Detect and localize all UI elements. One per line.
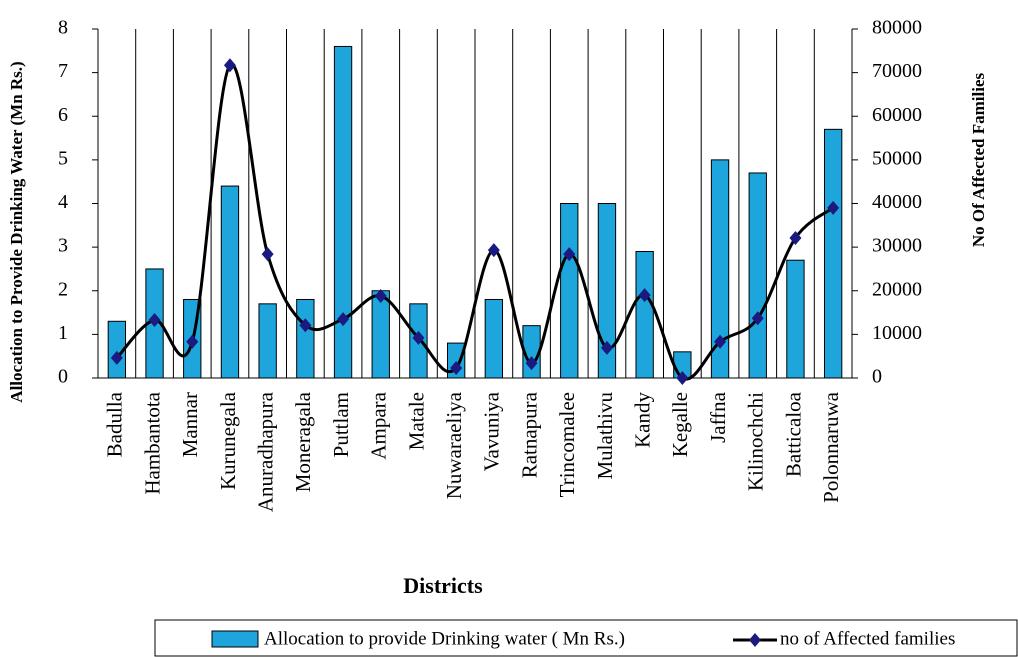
x-tick-label: Anuradhapura — [253, 391, 277, 512]
y-tick-label: 3 — [58, 235, 68, 257]
bar — [635, 250, 654, 379]
y-tick-label: 2 — [58, 278, 68, 300]
marker — [299, 318, 312, 333]
y2-tick-label: 30000 — [872, 235, 922, 257]
legend-label: no of Affected families — [780, 628, 955, 649]
marker — [827, 200, 840, 215]
marker — [374, 288, 387, 303]
x-axis-title: Districts — [403, 573, 483, 598]
bar — [371, 290, 390, 379]
x-tick-label: Ratnapura — [517, 391, 541, 478]
x-tick-label: Matale — [404, 392, 428, 450]
bar — [786, 259, 805, 379]
x-tick-label: Polonnaruwa — [819, 391, 843, 502]
x-tick-label: Kandy — [630, 392, 654, 448]
bar — [296, 298, 315, 379]
y2-tick-label: 60000 — [872, 104, 922, 126]
legend-swatch — [211, 630, 259, 648]
y-tick-label: 4 — [58, 191, 68, 213]
marker — [110, 350, 123, 365]
marker — [751, 311, 764, 326]
bar — [748, 172, 767, 379]
y-axis-title: Allocation to Provide Drinking Water (Mn… — [7, 61, 26, 402]
legend-marker — [749, 633, 761, 647]
x-tick-label: Mulathivu — [593, 392, 617, 480]
x-tick-label: Vavuniya — [480, 391, 504, 471]
marker — [261, 247, 274, 262]
marker — [148, 312, 161, 327]
x-tick-label: Mannar — [178, 392, 202, 457]
bar — [560, 203, 579, 379]
x-tick-label: Kilinochchi — [744, 392, 768, 491]
marker — [714, 334, 727, 349]
marker — [186, 334, 199, 349]
y2-tick-label: 50000 — [872, 147, 922, 169]
marker — [638, 288, 651, 303]
marker — [223, 58, 236, 73]
x-tick-label: Moneragala — [291, 391, 315, 492]
bar — [220, 185, 240, 379]
bar — [333, 45, 353, 379]
bar — [258, 303, 277, 379]
legend-box — [154, 619, 1018, 657]
y-tick-label: 7 — [58, 60, 68, 82]
bar — [484, 298, 504, 379]
x-tick-label: Jaffna — [706, 391, 730, 443]
x-tick-label: Nuwaraeliya — [442, 391, 466, 499]
x-tick-label: Trincomalee — [555, 392, 579, 497]
x-tick-label: Ampara — [367, 391, 391, 459]
marker — [412, 330, 425, 345]
marker — [600, 340, 613, 355]
y2-tick-label: 10000 — [872, 322, 922, 344]
x-tick-label: Puttlam — [329, 392, 353, 457]
y-tick-label: 6 — [58, 104, 68, 126]
y-tick-label: 8 — [58, 17, 68, 39]
y2-tick-label: 20000 — [872, 278, 922, 300]
marker — [450, 360, 463, 375]
line — [115, 62, 835, 381]
y-tick-label: 5 — [58, 147, 68, 169]
bar — [597, 203, 617, 379]
marker — [525, 356, 538, 371]
y2-tick-label: 70000 — [872, 60, 922, 82]
marker — [789, 230, 802, 245]
y-tick-label: 1 — [58, 322, 68, 344]
marker — [337, 312, 350, 327]
y-tick-label: 0 — [58, 366, 68, 388]
x-tick-label: Kegalle — [668, 392, 692, 457]
x-tick-label: Hambantota — [140, 391, 164, 494]
y2-tick-label: 0 — [872, 366, 882, 388]
marker — [487, 243, 500, 258]
x-tick-label: Batticaloa — [781, 391, 805, 477]
x-tick-label: Badulla — [103, 391, 127, 457]
marker — [563, 247, 576, 262]
x-tick-label: Kurunegala — [216, 391, 240, 490]
y2-tick-label: 40000 — [872, 191, 922, 213]
y2-tick-label: 80000 — [872, 17, 922, 39]
bar — [710, 159, 730, 379]
legend-label: Allocation to provide Drinking water ( M… — [264, 628, 625, 649]
marker — [676, 371, 689, 385]
bar — [823, 128, 843, 379]
y2-axis-title: No Of Affected Families — [969, 73, 988, 248]
